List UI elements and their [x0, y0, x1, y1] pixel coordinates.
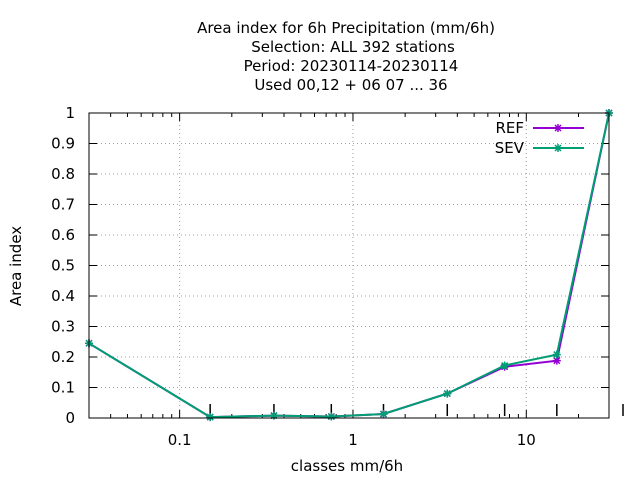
y-tick-label: 0.1	[51, 379, 75, 397]
plot-frame	[88, 112, 610, 419]
marker-stroke	[553, 357, 561, 365]
legend: REF SEV	[495, 119, 584, 157]
y-tick-label: 0.5	[51, 257, 75, 275]
data-point-sev	[443, 389, 452, 398]
y-tick-label: 0	[65, 409, 75, 427]
ticks: 0 0.1 0.2 0.3 0.4 0.5 0.6 0.7 0.8 0.9 1 0.1 1 10	[51, 104, 624, 449]
y-tick-label: 0.9	[51, 135, 75, 153]
marker-stroke	[206, 413, 214, 421]
x-tick-label: 10	[517, 431, 536, 449]
y-tick-label: 0.7	[51, 196, 75, 214]
title-line-1: Area index for 6h Precipitation (mm/6h)	[197, 19, 495, 37]
y-tick-label: 0.4	[51, 287, 75, 305]
x-tick-label: 0.1	[168, 431, 192, 449]
data-point-sev	[500, 361, 509, 370]
x-tick-label: 1	[348, 431, 358, 449]
y-tick-label: 0.8	[51, 165, 75, 183]
title-line-4: Used 00,12 + 06 07 ... 36	[254, 76, 447, 94]
y-axis-label: Area index	[7, 226, 25, 306]
data-point-sev	[327, 412, 336, 421]
y-tick-label: 0.6	[51, 226, 75, 244]
x-axis-label: classes mm/6h	[291, 457, 403, 475]
title-line-3: Period: 20230114-20230114	[244, 57, 459, 75]
legend-label-ref: REF	[495, 119, 524, 137]
y-tick-label: 0.2	[51, 348, 75, 366]
data-point-sev	[552, 350, 561, 359]
y-tick-label: 1	[65, 104, 75, 122]
title-line-2: Selection: ALL 392 stations	[251, 38, 455, 56]
legend-marker	[554, 124, 562, 132]
legend-marker	[554, 144, 562, 152]
legend-label-sev: SEV	[495, 139, 525, 157]
grid	[89, 113, 609, 418]
data-point-sev	[379, 410, 388, 419]
marker-stroke	[553, 351, 561, 359]
marker-stroke	[379, 410, 388, 418]
chart-title: Area index for 6h Precipitation (mm/6h) …	[197, 19, 495, 94]
marker-stroke	[501, 362, 509, 370]
marker-stroke	[443, 390, 451, 398]
y-tick-label: 0.3	[51, 318, 75, 336]
data-point-sev	[206, 413, 215, 422]
